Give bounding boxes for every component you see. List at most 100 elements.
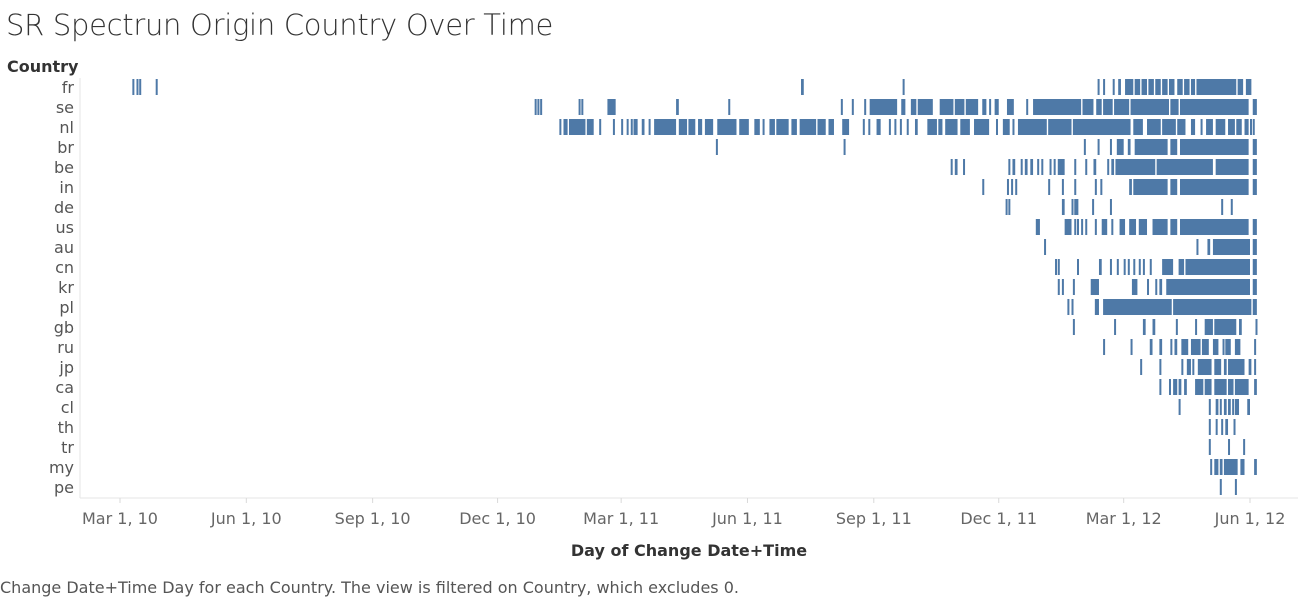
row-label-gb: gb [54,318,74,337]
mark-pe [1219,479,1222,495]
mark-be [1020,159,1023,175]
mark-be [1111,159,1115,175]
mark-nl [1244,119,1249,135]
mark-nl [612,119,615,135]
mark-nl [938,119,943,135]
chart-title: SR Spectrun Origin Country Over Time [6,8,554,42]
mark-ru [1174,339,1178,355]
mark-cn [1133,259,1136,275]
mark-nl [1048,119,1072,135]
mark-jp [1186,359,1191,375]
mark-us [1170,219,1178,235]
mark-nl [906,119,909,135]
mark-nl [1012,119,1015,135]
mark-cn [1109,259,1112,275]
mark-be [1252,159,1257,175]
mark-br [1116,139,1124,155]
mark-cn [1162,259,1174,275]
mark-gb [1239,319,1242,335]
mark-nl [974,119,990,135]
mark-de [1074,199,1079,215]
row-label-de: de [54,198,74,217]
mark-nl [1017,119,1047,135]
mark-be [1115,159,1156,175]
mark-cn [1178,259,1185,275]
mark-be [1030,159,1034,175]
mark-kr [1061,279,1064,295]
mark-se [540,99,543,115]
mark-nl [914,119,918,135]
mark-us [1101,219,1108,235]
mark-in [1094,179,1097,195]
mark-fr [136,79,139,95]
mark-gb [1072,319,1075,335]
mark-in [1074,179,1077,195]
row-label-br: br [57,138,74,157]
mark-my [1214,459,1219,475]
mark-jp [1140,359,1143,375]
mark-be [963,159,966,175]
mark-be [1053,159,1056,175]
mark-br [1179,139,1249,155]
mark-my [1210,459,1213,475]
mark-fr [139,79,142,95]
mark-ru [1103,339,1106,355]
mark-jp [1181,359,1184,375]
mark-jp [1197,359,1212,375]
mark-jp [1228,359,1245,375]
mark-nl [927,119,937,135]
mark-cn [1149,259,1152,275]
mark-cn [1116,259,1119,275]
mark-fr [801,79,804,95]
mark-be [1057,159,1065,175]
mark-se [1026,99,1029,115]
mark-se [607,99,616,115]
mark-kr [1131,279,1138,295]
row-label-nl: nl [59,118,74,137]
mark-us [1111,219,1114,235]
x-tick-label: Jun 1, 11 [711,509,783,528]
mark-kr [1166,279,1250,295]
mark-nl [817,119,826,135]
mark-be [1107,159,1110,175]
mark-fr [1190,79,1196,95]
mark-br [1097,139,1100,155]
mark-nl [1250,119,1252,135]
mark-ru [1222,339,1225,355]
row-header: Country [7,57,79,76]
x-tick-label: Jun 1, 12 [1214,509,1286,528]
mark-us [1119,219,1126,235]
mark-nl [641,119,645,135]
mark-br [1083,139,1086,155]
mark-gb [1195,319,1198,335]
mark-nl [678,119,688,135]
mark-cn [1252,259,1257,275]
mark-nl [568,119,586,135]
mark-be [954,159,958,175]
mark-jp [1254,359,1257,375]
mark-nl [1133,119,1143,135]
mark-in [1133,179,1168,195]
mark-ca [1228,379,1234,395]
mark-se [1006,99,1014,115]
row-label-in: in [59,178,74,197]
row-label-pe: pe [54,478,74,497]
mark-au [1207,239,1211,255]
mark-nl [1190,119,1196,135]
mark-jp [1223,359,1227,375]
mark-nl [559,119,562,135]
mark-se [1114,99,1130,115]
mark-fr [902,79,905,95]
mark-au [1252,239,1257,255]
mark-fr [132,79,135,95]
mark-se [851,99,854,115]
mark-nl [1206,119,1213,135]
mark-ru [1225,339,1231,355]
mark-br [1134,139,1168,155]
mark-fr [1168,79,1175,95]
mark-ca [1234,379,1249,395]
mark-ca [1159,379,1162,395]
mark-in [1048,179,1051,195]
mark-de [1092,199,1095,215]
